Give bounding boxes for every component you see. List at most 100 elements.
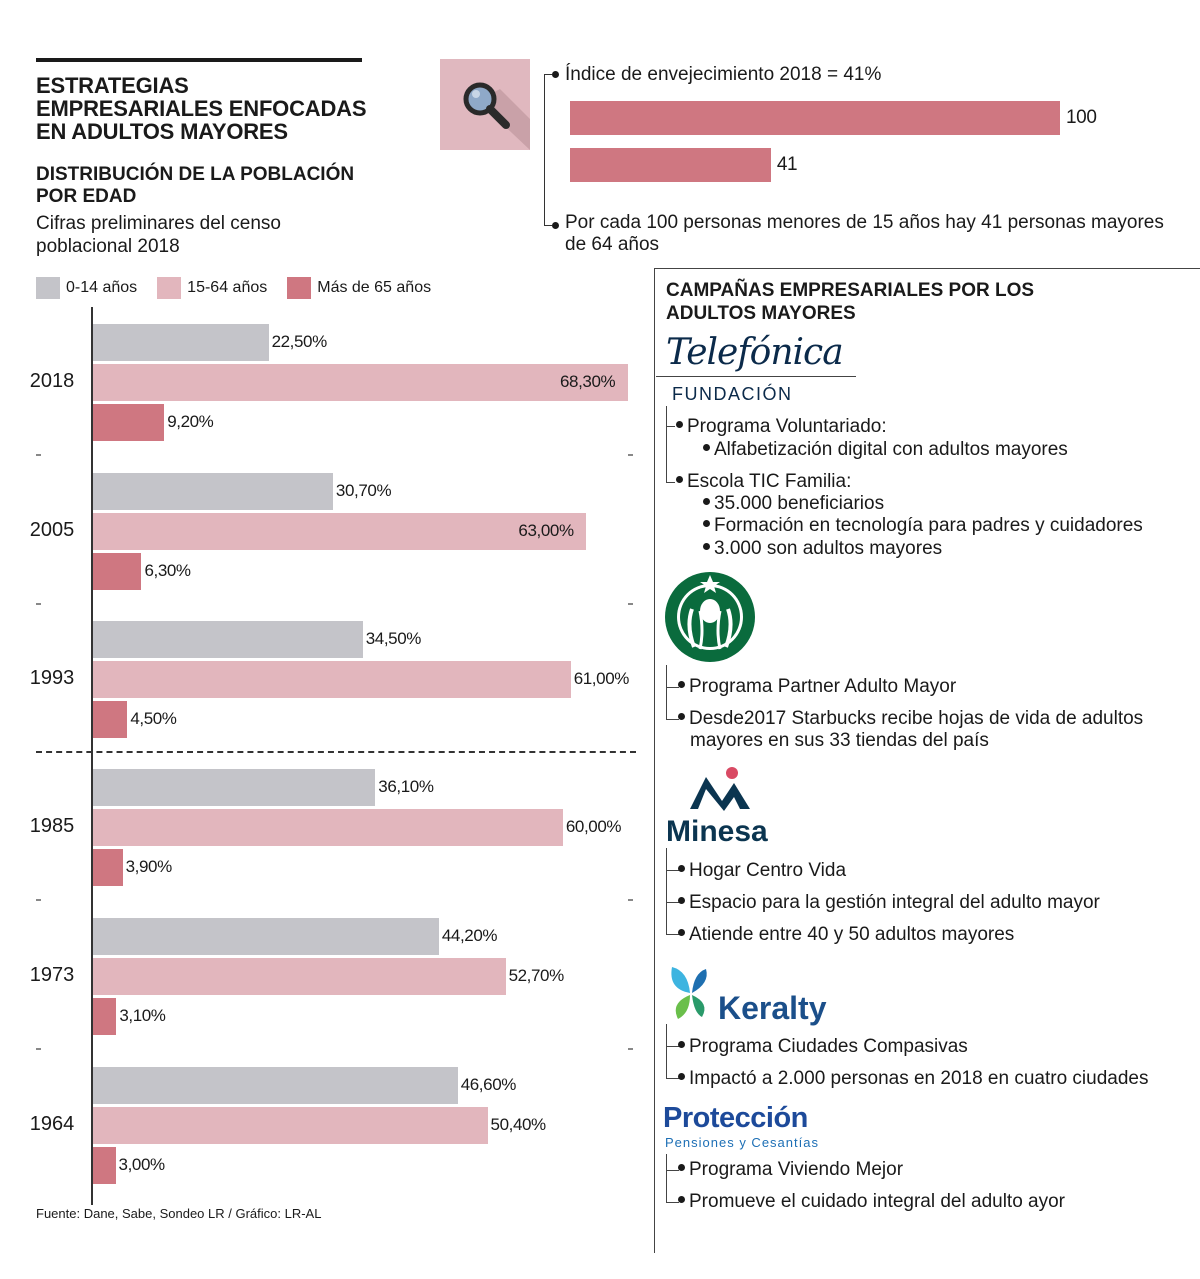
index-bullet (552, 71, 559, 78)
bar-1964-series-1 (92, 1107, 488, 1144)
bar-1985-series-0 (92, 769, 376, 806)
index-bracket-line (544, 74, 545, 226)
legend-label-0-14: 0-14 años (66, 279, 138, 296)
minesa-logo: Minesa (666, 815, 768, 848)
index-note-bullet (552, 222, 559, 229)
main-title: ESTRATEGIAS EMPRESARIALES ENFOCADAS EN A… (36, 73, 367, 144)
bar-1973-series-1 (92, 958, 506, 995)
telefonica-logo-sub: FUNDACIÓN (672, 384, 793, 404)
bracket (666, 426, 675, 483)
bar-2018-series-2 (92, 404, 165, 441)
index-bar-0 (570, 101, 1060, 135)
group-separator-tick (628, 454, 633, 456)
proteccion-logo-sub: Pensiones y Cesantías (665, 1135, 819, 1150)
group-separator-tick (36, 899, 41, 901)
bar-1985-series-2 (92, 849, 123, 886)
index-note: Por cada 100 personas menores de 15 años… (565, 212, 1164, 255)
keralty-program-2: Impactó a 2.000 personas en 2018 en cuat… (678, 1068, 1149, 1090)
index-bars: 100 41 (0, 0, 1200, 200)
index-icon-box (440, 59, 530, 150)
bar-label-1985-series-1: 60,00% (565, 817, 622, 836)
magnifier-icon (463, 82, 530, 150)
minesa-program-3: Atiende entre 40 y 50 adultos mayores (678, 924, 1014, 946)
bar-label-1985-series-2: 3,90% (125, 857, 173, 876)
bar-2005-series-1 (92, 513, 587, 550)
telefonica-program-2-detail-3: 3.000 son adultos mayores (703, 538, 942, 560)
year-label-2018: 2018 (29, 370, 75, 392)
legend-swatch-65-plus (287, 277, 312, 299)
index-bar-1 (570, 148, 771, 182)
index-bar-label-1: 41 (776, 154, 798, 175)
bar-1993-series-0 (92, 621, 363, 658)
title-rule (36, 58, 362, 62)
legend-label-15-64: 15-64 años (187, 279, 268, 296)
bar-1964-series-2 (92, 1147, 116, 1184)
legend-item-15-64: 15-64 años (157, 277, 267, 299)
bar-label-1973-series-2: 3,10% (119, 1006, 166, 1025)
population-bar-chart: 2018 22,50% 68,30% 9,20% 2005 30,70% 63,00% 6,3… (29, 324, 633, 1184)
bracket (666, 665, 679, 688)
telefonica-program-2: Escola TIC Familia: (676, 471, 851, 493)
group-separator-tick (36, 603, 41, 605)
starbucks-siren-icon (665, 572, 755, 662)
bar-label-2005-series-0: 30,70% (335, 481, 392, 500)
bar-label-1973-series-1: 52,70% (508, 966, 565, 985)
proteccion-program-2: Promueve el cuidado integral del adulto … (678, 1191, 1065, 1213)
index-title: Índice de envejecimiento 2018 = 41% (565, 64, 882, 85)
telefonica-program-2-detail-2: Formación en tecnología para padres y cu… (703, 515, 1143, 537)
bracket (666, 848, 679, 871)
group-separator-tick (628, 899, 633, 901)
year-label-1993: 1993 (29, 667, 75, 689)
bar-label-1964-series-0: 46,60% (460, 1075, 517, 1094)
index-bracket-top (544, 74, 552, 75)
bar-label-2005-series-2: 6,30% (144, 561, 191, 580)
butterfly-icon (671, 967, 707, 1019)
group-separator-tick (628, 1048, 633, 1050)
telefonica-program-2-detail-1: 35.000 beneficiarios (703, 493, 884, 515)
bracket (666, 406, 675, 427)
bar-2005-series-0 (92, 473, 333, 510)
bar-1993-series-1 (92, 661, 571, 698)
telefonica-logo-rule (656, 376, 856, 377)
bracket (666, 902, 679, 935)
bracket (666, 1170, 679, 1203)
telefonica-logo: Telefónica (666, 332, 844, 373)
bracket (666, 687, 679, 720)
bar-2018-series-1 (92, 364, 628, 401)
chart-legend: 0-14 años 15-64 años Más de 65 años (36, 276, 451, 300)
keralty-program-1: Programa Ciudades Compasivas (678, 1036, 968, 1058)
legend-swatch-15-64 (157, 277, 182, 299)
minesa-logo-mark (688, 765, 758, 816)
telefonica-program-1-detail: Alfabetización digital con adultos mayor… (703, 439, 1068, 461)
census-divider-line (36, 751, 636, 753)
bar-label-1973-series-0: 44,20% (441, 926, 498, 945)
year-label-1973: 1973 (29, 964, 75, 986)
year-label-2005: 2005 (29, 519, 75, 541)
chart-note: Cifras preliminares del censo poblaciona… (36, 213, 281, 257)
bar-label-1993-series-1: 61,00% (573, 669, 630, 688)
bar-label-1993-series-2: 4,50% (130, 709, 177, 728)
bracket (666, 1046, 679, 1079)
mountain-icon (690, 767, 750, 811)
bar-label-2018-series-2: 9,20% (167, 412, 214, 431)
bar-2005-series-2 (92, 553, 142, 590)
campaigns-border-left (654, 268, 655, 1253)
bar-1973-series-0 (92, 918, 439, 955)
year-label-1985: 1985 (29, 815, 75, 837)
telefonica-program-1: Programa Voluntariado: (676, 416, 887, 438)
bar-1985-series-1 (92, 809, 563, 846)
bar-label-1993-series-0: 34,50% (365, 629, 422, 648)
bar-label-2005-series-1: 63,00% (518, 521, 574, 540)
group-separator-tick (36, 454, 41, 456)
proteccion-logo: Protección (663, 1102, 808, 1134)
bar-label-1964-series-1: 50,40% (490, 1115, 547, 1134)
index-bracket-bottom (544, 225, 552, 226)
proteccion-program-1: Programa Viviendo Mejor (678, 1159, 903, 1181)
bar-label-1985-series-0: 36,10% (378, 777, 434, 796)
starbucks-program-1: Programa Partner Adulto Mayor (678, 676, 956, 698)
legend-item-0-14: 0-14 años (36, 277, 137, 299)
bar-1964-series-0 (92, 1067, 458, 1104)
bracket (666, 1154, 679, 1171)
minesa-program-2: Espacio para la gestión integral del adu… (678, 892, 1100, 914)
starbucks-logo (664, 571, 756, 668)
